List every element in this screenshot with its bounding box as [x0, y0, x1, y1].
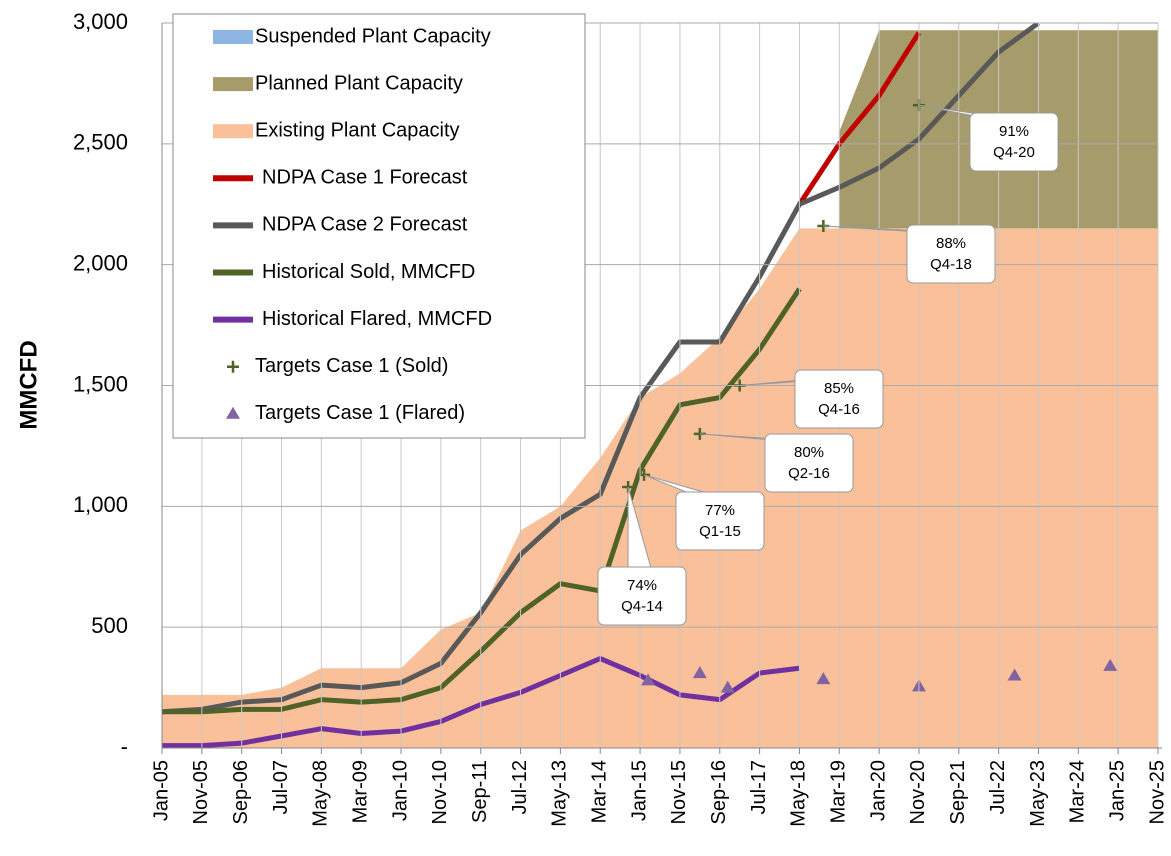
x-tick-label: Nov-05	[190, 760, 212, 824]
x-tick-label: Mar-19	[828, 760, 850, 823]
y-axis-label: MMCFD	[15, 340, 42, 429]
triangle-marker	[720, 680, 735, 693]
callout-box	[764, 433, 854, 493]
x-tick-label: May-23	[1027, 760, 1049, 827]
y-tick-label: 2,000	[73, 250, 128, 275]
triangle-marker	[1007, 668, 1022, 681]
plus-marker	[227, 360, 239, 373]
callout-box	[969, 112, 1059, 172]
x-tick-label: Sep-16	[708, 760, 730, 825]
x-tick-label: Nov-25	[1146, 760, 1168, 824]
x-tick-label: Jul-12	[509, 760, 531, 814]
x-tick-label: Mar-24	[1067, 760, 1089, 823]
y-tick-label: 2,500	[73, 130, 128, 155]
y-tick-label: 3,000	[73, 9, 128, 34]
callout-percent: 74%	[627, 577, 657, 594]
x-tick-label: Jan-10	[389, 760, 411, 821]
callout-period: Q1-15	[699, 523, 741, 540]
callout-percent: 77%	[705, 502, 735, 519]
line	[797, 31, 922, 206]
callout-box	[675, 491, 765, 551]
callout-percent: 91%	[999, 123, 1029, 140]
legend-label: Targets Case 1 (Flared)	[255, 402, 465, 424]
legend-swatch	[213, 124, 253, 139]
triangle-marker	[641, 673, 656, 686]
x-tick-label: Jan-05	[150, 760, 172, 821]
legend-swatch	[213, 77, 253, 92]
x-tick-label: Mar-14	[589, 760, 611, 823]
legend-label: NDPA Case 2 Forecast	[262, 214, 468, 236]
x-tick-label: Jan-25	[1106, 760, 1128, 821]
x-tick-label: May-13	[549, 760, 571, 827]
x-tick-label: Sep-06	[230, 760, 252, 825]
callout-percent: 80%	[794, 444, 824, 461]
callout-period: Q4-18	[930, 256, 972, 273]
x-tick-label: Nov-10	[429, 760, 451, 824]
triangle-marker	[1103, 658, 1118, 671]
x-tick-label: Jan-15	[628, 760, 650, 821]
x-tick-label: Mar-09	[349, 760, 371, 823]
legend-label: Planned Plant Capacity	[255, 72, 463, 94]
triangle-marker	[692, 666, 707, 679]
x-tick-label: Sep-21	[947, 760, 969, 825]
legend-label: Targets Case 1 (Sold)	[255, 355, 448, 377]
callout-period: Q4-16	[818, 401, 860, 418]
legend-label: Existing Plant Capacity	[255, 119, 460, 141]
callout-box	[597, 566, 687, 626]
legend-label: Suspended Plant Capacity	[255, 25, 491, 47]
callout-box	[906, 224, 996, 284]
callout-percent: 85%	[824, 380, 854, 397]
area	[162, 228, 1158, 748]
legend-swatch	[213, 30, 253, 44]
x-tick-label: May-18	[788, 760, 810, 827]
x-tick-label: Nov-15	[668, 760, 690, 824]
y-tick-label: -	[121, 734, 128, 759]
x-tick-label: Jul-17	[748, 760, 770, 814]
callout-percent: 88%	[936, 235, 966, 252]
x-tick-label: Nov-20	[907, 760, 929, 824]
triangle-marker	[816, 672, 831, 685]
x-tick-label: Jul-07	[270, 760, 292, 814]
callout-period: Q4-14	[621, 598, 663, 615]
y-tick-label: 500	[91, 613, 128, 638]
legend-label: Historical Sold, MMCFD	[262, 261, 475, 283]
x-tick-label: May-08	[310, 760, 332, 827]
x-tick-label: Sep-11	[469, 760, 491, 823]
legend-label: Historical Flared, MMCFD	[262, 308, 492, 330]
callout-period: Q4-20	[993, 144, 1035, 161]
legend-label: NDPA Case 1 Forecast	[262, 167, 468, 189]
y-tick-label: 1,000	[73, 492, 128, 517]
triangle-marker	[226, 406, 240, 419]
x-tick-label: Jul-22	[987, 760, 1009, 814]
callout-period: Q2-16	[788, 465, 830, 482]
callout-box	[794, 369, 884, 429]
y-tick-label: 1,500	[73, 371, 128, 396]
x-tick-label: Jan-20	[867, 760, 889, 821]
